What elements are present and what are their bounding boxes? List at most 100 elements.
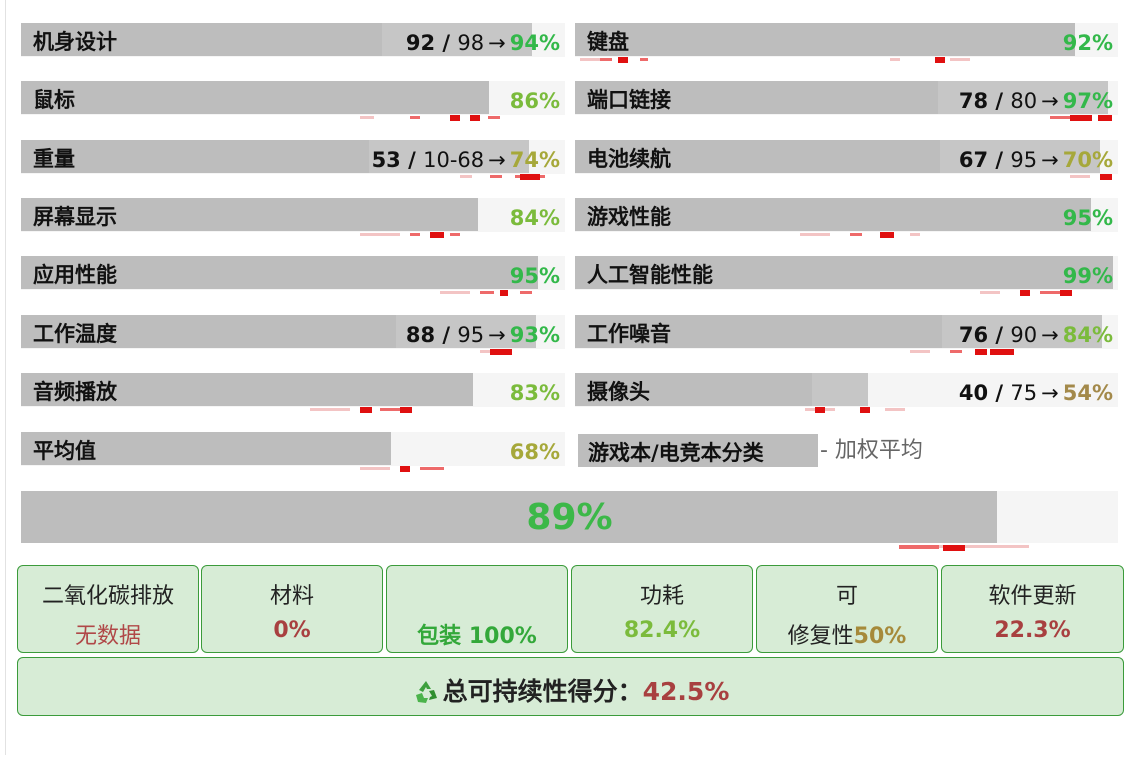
rating-percent: 84% [509, 206, 560, 230]
sustainability-value: 0% [273, 618, 311, 643]
rating-max: 75 [1010, 381, 1038, 405]
rating-arrow: → [488, 148, 506, 172]
rating-score: 67 [958, 148, 989, 172]
rating-value: 53 / 10-68 → 74% [372, 148, 560, 172]
rating-arrow: → [488, 31, 506, 55]
rating-slash: / [435, 31, 458, 55]
rating-max: 10-68 [423, 148, 485, 172]
rating-value: 92% [1063, 31, 1113, 55]
rating-percent: 86% [509, 89, 560, 113]
sustainability-title: 软件更新 [988, 584, 1077, 609]
rating-value: 95% [1063, 206, 1113, 230]
rating-row: 重量 53 / 10-68 → 74% [21, 140, 565, 180]
rating-slash: / [988, 323, 1011, 347]
rating-max: 98 [457, 31, 485, 55]
rating-percent: 94% [509, 31, 560, 55]
recycle-icon [415, 681, 437, 703]
rating-row: 工作噪音 76 / 90 → 84% [575, 315, 1118, 355]
rating-label: 键盘 [587, 30, 629, 54]
rating-label: 机身设计 [33, 30, 117, 54]
rating-slash: / [988, 381, 1011, 405]
rating-score: 78 [958, 89, 989, 113]
rating-fill [21, 140, 424, 173]
rating-row: 工作温度 88 / 95 → 93% [21, 315, 565, 355]
sustainability-value-line: 0% [202, 618, 382, 643]
rating-row: 端口链接 78 / 80 → 97% [575, 81, 1118, 121]
rating-row: 人工智能性能 99% [575, 256, 1118, 296]
total-sustainability-box: 总可持续性得分：42.5% [17, 657, 1124, 716]
sustainability-title: 二氧化碳排放 [41, 584, 174, 609]
rating-indicator [575, 406, 1118, 415]
rating-percent: 74% [509, 148, 560, 172]
sustainability-box: 材料 0% [201, 565, 383, 653]
rating-indicator [21, 173, 565, 182]
rating-score: 88 [405, 323, 436, 347]
rating-percent: 83% [509, 381, 560, 405]
rating-percent: 68% [509, 440, 560, 464]
rating-fill [21, 81, 489, 114]
sustainability-value-line: 包装 100% [387, 618, 567, 650]
total-sustainability-value: 42.5% [642, 677, 730, 706]
sustainability-value-line: 无数据 [18, 618, 198, 650]
rating-max: 95 [457, 323, 485, 347]
classification-box: 游戏本/电竞本分类 [578, 434, 818, 467]
rating-fill [575, 256, 1113, 289]
rating-fill [21, 198, 478, 231]
rating-value: 88 / 95 → 93% [406, 323, 560, 347]
rating-percent: 99% [1062, 264, 1113, 288]
sustainability-title: 材料 [269, 584, 314, 609]
rating-percent: 84% [1062, 323, 1113, 347]
rating-row: 音频播放 83% [21, 373, 565, 413]
rating-label: 音频播放 [33, 380, 117, 404]
rating-score-band [382, 23, 532, 56]
total-sustainability-label: 总可持续性得分： [442, 677, 643, 706]
rating-indicator [21, 465, 565, 474]
rating-fill [575, 23, 1075, 56]
rating-row: 屏幕显示 84% [21, 198, 565, 238]
rating-percent: 92% [1062, 31, 1113, 55]
rating-row: 鼠标 86% [21, 81, 565, 121]
rating-value: 67 / 95 → 70% [959, 148, 1113, 172]
rating-percent: 97% [1062, 89, 1113, 113]
rating-fill [575, 198, 1091, 231]
rating-indicator [21, 289, 565, 298]
rating-value: 76 / 90 → 84% [959, 323, 1113, 347]
rating-row: 摄像头 40 / 75 → 54% [575, 373, 1118, 413]
total-rating-value: 89% [526, 497, 613, 538]
rating-label: 屏幕显示 [33, 205, 117, 229]
sustainability-title: 功耗 [639, 584, 684, 609]
sustainability-value-line: 82.4% [572, 618, 752, 643]
rating-row: 机身设计 92 / 98 → 94% [21, 23, 648, 63]
rating-score-band [369, 140, 529, 173]
rating-score-band [396, 315, 536, 348]
rating-fill [575, 140, 955, 173]
rating-arrow: → [1041, 323, 1059, 347]
rating-row: 键盘 92% [575, 23, 1118, 63]
rating-max: 95 [1010, 148, 1038, 172]
rating-value: 84% [510, 206, 560, 230]
sustainability-value-line: 修复性50% [757, 618, 937, 650]
sustainability-box: 可修复性50% [756, 565, 938, 653]
rating-score-band [942, 315, 1102, 348]
sustainability-prefix: 修复性 [787, 624, 854, 649]
rating-value: 40 / 75 → 54% [959, 381, 1113, 405]
sustainability-value: 无数据 [74, 624, 141, 649]
sustainability-value: 50% [853, 624, 907, 649]
rating-score: 53 [371, 148, 401, 172]
rating-label: 端口链接 [587, 88, 671, 112]
rating-label: 电池续航 [587, 147, 671, 171]
rating-indicator [575, 56, 1118, 65]
sustainability-value-line: 22.3% [942, 618, 1123, 643]
rating-score: 92 [405, 31, 436, 55]
rating-value: 83% [510, 381, 560, 405]
rating-indicator [575, 114, 1118, 123]
rating-percent: 93% [509, 323, 560, 347]
rating-slash: / [435, 323, 458, 347]
rating-slash: / [400, 148, 424, 172]
rating-row: 游戏性能 95% [575, 198, 1118, 238]
rating-label: 游戏性能 [587, 205, 671, 229]
total-sustainability-line: 总可持续性得分：42.5% [18, 672, 1123, 708]
rating-percent: 70% [1062, 148, 1113, 172]
total-rating-fill [21, 491, 997, 543]
rating-value: 92 / 98 → 94% [406, 31, 560, 55]
